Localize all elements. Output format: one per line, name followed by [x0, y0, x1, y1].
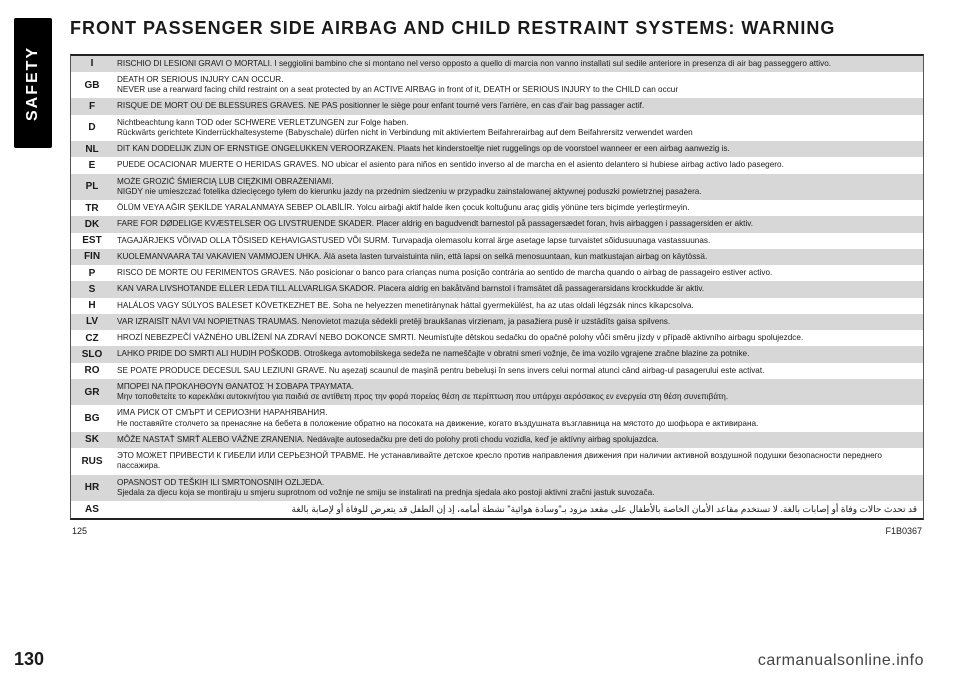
table-row: ASقد تحدث حالات وفاة أو إصابات بالغة. لا…: [71, 501, 923, 518]
lang-code: I: [71, 56, 113, 72]
lang-code: DK: [71, 216, 113, 232]
lang-code: HR: [71, 475, 113, 502]
warning-text: قد تحدث حالات وفاة أو إصابات بالغة. لا ت…: [113, 501, 923, 518]
table-row: SLOLAHKO PRIDE DO SMRTI ALI HUDIH POŠKOD…: [71, 346, 923, 362]
warning-text: KUOLEMANVAARA TAI VAKAVIEN VAMMOJEN UHKA…: [113, 249, 923, 265]
table-row: FRISQUE DE MORT OU DE BLESSURES GRAVES. …: [71, 98, 923, 114]
lang-code: BG: [71, 405, 113, 432]
table-row: GBDEATH OR SERIOUS INJURY CAN OCCUR.NEVE…: [71, 72, 923, 99]
lang-code: S: [71, 281, 113, 297]
warning-text: OPASNOST OD TEŠKIH ILI SMRTONOSNIH OZLJE…: [113, 475, 923, 502]
page-heading: FRONT PASSENGER SIDE AIRBAG AND CHILD RE…: [70, 18, 924, 40]
warning-text: MOŻE GROZIĆ ŚMIERCIĄ LUB CIĘŻKIMI OBRAŻE…: [113, 174, 923, 201]
table-row: BGИМА РИСК ОТ СМЪРТ И СЕРИОЗНИ НАРАНЯВАН…: [71, 405, 923, 432]
table-row: GRΜΠΟΡΕΙ ΝΑ ΠΡΟΚΛΗΘΟΥΝ ΘΑΝΑΤΟΣ Ή ΣΟΒΑΡΑ …: [71, 379, 923, 406]
warning-text: DEATH OR SERIOUS INJURY CAN OCCUR.NEVER …: [113, 72, 923, 99]
lang-code: SLO: [71, 346, 113, 362]
warning-text: TAGAJÄRJEKS VÕIVAD OLLA TÕSISED KEHAVIGA…: [113, 233, 923, 249]
warning-text: ΜΠΟΡΕΙ ΝΑ ΠΡΟΚΛΗΘΟΥΝ ΘΑΝΑΤΟΣ Ή ΣΟΒΑΡΑ ΤΡ…: [113, 379, 923, 406]
figure-caption-row: 125 F1B0367: [70, 526, 924, 536]
warning-text: RISCO DE MORTE OU FERIMENTOS GRAVES. Não…: [113, 265, 923, 281]
lang-code: D: [71, 115, 113, 142]
lang-code: EST: [71, 233, 113, 249]
lang-code: LV: [71, 314, 113, 330]
warning-text: VAR IZRAISĪT NĀVI VAI NOPIETNAS TRAUMAS.…: [113, 314, 923, 330]
table-row: FINKUOLEMANVAARA TAI VAKAVIEN VAMMOJEN U…: [71, 249, 923, 265]
warning-text: PUEDE OCACIONAR MUERTE O HERIDAS GRAVES.…: [113, 157, 923, 173]
warning-text: FARE FOR DØDELIGE KVÆSTELSER OG LIVSTRUE…: [113, 216, 923, 232]
lang-code: AS: [71, 501, 113, 518]
lang-code: FIN: [71, 249, 113, 265]
warning-text: Nichtbeachtung kann TOD oder SCHWERE VER…: [113, 115, 923, 142]
warning-table: IRISCHIO DI LESIONI GRAVI O MORTALI. I s…: [70, 54, 924, 521]
lang-code: GR: [71, 379, 113, 406]
table-row: DNichtbeachtung kann TOD oder SCHWERE VE…: [71, 115, 923, 142]
warning-text: HALÁLOS VAGY SÚLYOS BALESET KÖVETKEZHET …: [113, 298, 923, 314]
table-row: TRÖLÜM VEYA AĞIR ŞEKİLDE YARALANMAYA SEB…: [71, 200, 923, 216]
lang-code: TR: [71, 200, 113, 216]
warning-text: RISQUE DE MORT OU DE BLESSURES GRAVES. N…: [113, 98, 923, 114]
table-row: DKFARE FOR DØDELIGE KVÆSTELSER OG LIVSTR…: [71, 216, 923, 232]
figure-code-right: F1B0367: [885, 526, 922, 536]
warning-text: SE POATE PRODUCE DECESUL SAU LEZIUNI GRA…: [113, 363, 923, 379]
table-row: RUSЭТО МОЖЕТ ПРИВЕСТИ К ГИБЕЛИ ИЛИ СЕРЬЕ…: [71, 448, 923, 475]
table-row: PLMOŻE GROZIĆ ŚMIERCIĄ LUB CIĘŻKIMI OBRA…: [71, 174, 923, 201]
warning-text: LAHKO PRIDE DO SMRTI ALI HUDIH POŠKODB. …: [113, 346, 923, 362]
warning-text: HROZÍ NEBEZPEČÍ VÁŽNÉHO UBLÍŽENÍ NA ZDRA…: [113, 330, 923, 346]
warning-text: ÖLÜM VEYA AĞIR ŞEKİLDE YARALANMAYA SEBEP…: [113, 200, 923, 216]
table-row: LVVAR IZRAISĪT NĀVI VAI NOPIETNAS TRAUMA…: [71, 314, 923, 330]
table-row: CZHROZÍ NEBEZPEČÍ VÁŽNÉHO UBLÍŽENÍ NA ZD…: [71, 330, 923, 346]
lang-code: PL: [71, 174, 113, 201]
lang-code: H: [71, 298, 113, 314]
warning-text: ИМА РИСК ОТ СМЪРТ И СЕРИОЗНИ НАРАНЯВАНИЯ…: [113, 405, 923, 432]
lang-code: P: [71, 265, 113, 281]
lang-code: RUS: [71, 448, 113, 475]
lang-code: GB: [71, 72, 113, 99]
table-row: IRISCHIO DI LESIONI GRAVI O MORTALI. I s…: [71, 56, 923, 72]
figure-number-left: 125: [72, 526, 87, 536]
table-row: EPUEDE OCACIONAR MUERTE O HERIDAS GRAVES…: [71, 157, 923, 173]
lang-code: NL: [71, 141, 113, 157]
lang-code: E: [71, 157, 113, 173]
section-tab-label: SAFETY: [24, 45, 42, 120]
table-row: ESTTAGAJÄRJEKS VÕIVAD OLLA TÕSISED KEHAV…: [71, 233, 923, 249]
warning-text: RISCHIO DI LESIONI GRAVI O MORTALI. I se…: [113, 56, 923, 72]
warning-text: MÔŽE NASTAŤ SMRŤ ALEBO VÁŽNE ZRANENIA. N…: [113, 432, 923, 448]
table-row: SKAN VARA LIVSHOTANDE ELLER LEDA TILL AL…: [71, 281, 923, 297]
table-row: NLDIT KAN DODELIJK ZIJN OF ERNSTIGE ONGE…: [71, 141, 923, 157]
lang-code: SK: [71, 432, 113, 448]
manual-page: SAFETY FRONT PASSENGER SIDE AIRBAG AND C…: [0, 0, 960, 686]
page-number: 130: [14, 649, 44, 670]
warning-text: DIT KAN DODELIJK ZIJN OF ERNSTIGE ONGELU…: [113, 141, 923, 157]
lang-code: CZ: [71, 330, 113, 346]
table-row: PRISCO DE MORTE OU FERIMENTOS GRAVES. Nã…: [71, 265, 923, 281]
warning-text: ЭТО МОЖЕТ ПРИВЕСТИ К ГИБЕЛИ ИЛИ СЕРЬЕЗНО…: [113, 448, 923, 475]
warning-text: KAN VARA LIVSHOTANDE ELLER LEDA TILL ALL…: [113, 281, 923, 297]
footer-url: carmanualsonline.info: [758, 652, 924, 670]
table-row: SKMÔŽE NASTAŤ SMRŤ ALEBO VÁŽNE ZRANENIA.…: [71, 432, 923, 448]
lang-code: RO: [71, 363, 113, 379]
section-tab: SAFETY: [14, 18, 52, 148]
table-row: ROSE POATE PRODUCE DECESUL SAU LEZIUNI G…: [71, 363, 923, 379]
table-row: HHALÁLOS VAGY SÚLYOS BALESET KÖVETKEZHET…: [71, 298, 923, 314]
table-row: HROPASNOST OD TEŠKIH ILI SMRTONOSNIH OZL…: [71, 475, 923, 502]
lang-code: F: [71, 98, 113, 114]
